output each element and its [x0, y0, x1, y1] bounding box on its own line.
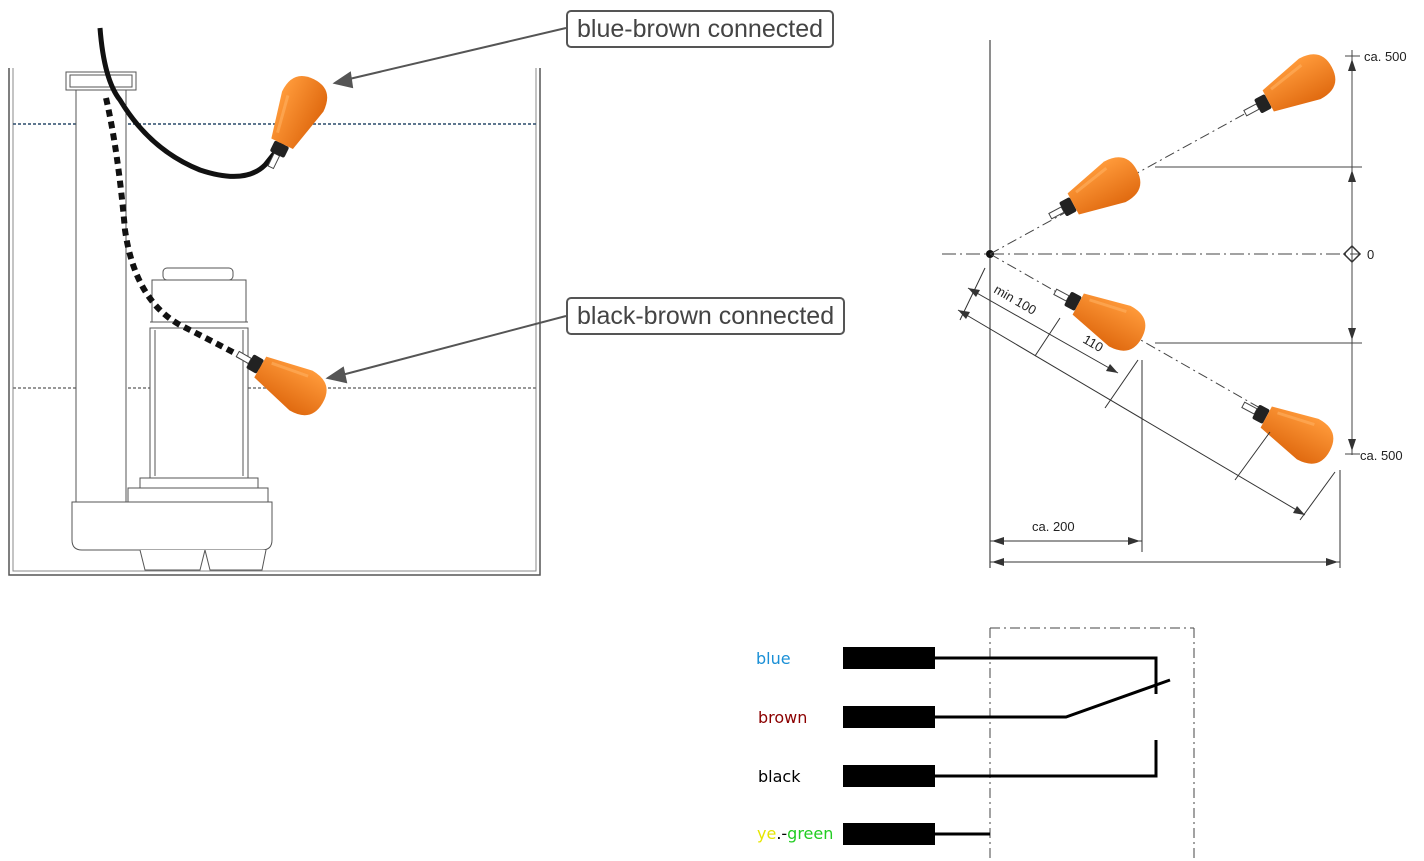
dim-horizontal: ca. 200	[1032, 519, 1075, 534]
zero-marker	[1342, 244, 1362, 264]
right-dimension-arrows	[1348, 59, 1356, 451]
ground-label-part2: green	[787, 824, 834, 843]
wire-label-brown: brown	[758, 708, 808, 727]
switch-housing	[989, 627, 1195, 861]
terminals	[843, 647, 935, 845]
terminal-brown	[843, 706, 935, 728]
wires	[935, 656, 1171, 836]
wire-label-black: black	[758, 767, 801, 786]
wire-black	[935, 740, 1158, 778]
terminal-blue	[843, 647, 935, 669]
wire-label-ground: ye.-green	[757, 824, 833, 843]
dim-top-right: ca. 500	[1364, 49, 1407, 64]
tank-outline	[8, 68, 541, 576]
tank-illustration	[8, 27, 567, 576]
float-bottom	[1230, 383, 1343, 473]
slant-arrows	[958, 288, 1305, 515]
float-top	[1232, 45, 1345, 135]
lower-float-cable	[103, 97, 264, 371]
pump	[71, 267, 273, 571]
ground-label-sep: .-	[776, 824, 788, 843]
level-ticks	[1155, 55, 1362, 455]
wire-blue	[935, 656, 1158, 694]
upper-float	[248, 67, 336, 179]
upper-float-cable	[97, 27, 287, 179]
dim-zero: 0	[1367, 247, 1374, 262]
dimension-drawing: ca. 500 0 ca. 500 min 100 110 ca. 200	[942, 40, 1407, 568]
wire-label-blue: blue	[756, 649, 791, 668]
float-upper	[1037, 148, 1150, 238]
discharge-pipe	[65, 71, 137, 506]
tank-inner-wall	[12, 68, 537, 572]
ground-label-part1: ye	[757, 824, 777, 843]
callout-lower-float: black-brown connected	[566, 297, 846, 335]
bottom-dimensions	[990, 360, 1341, 568]
wire-brown-switch	[935, 678, 1171, 719]
terminal-black	[843, 765, 935, 787]
callout-upper-float: blue-brown connected	[566, 10, 834, 48]
terminal-ground	[843, 823, 935, 845]
bottom-arrows	[992, 537, 1338, 566]
dim-min-length: min 100	[992, 282, 1040, 318]
wiring-diagram	[843, 627, 1195, 861]
callout-arrows	[325, 27, 567, 384]
dim-bottom-right: ca. 500	[1360, 448, 1403, 463]
